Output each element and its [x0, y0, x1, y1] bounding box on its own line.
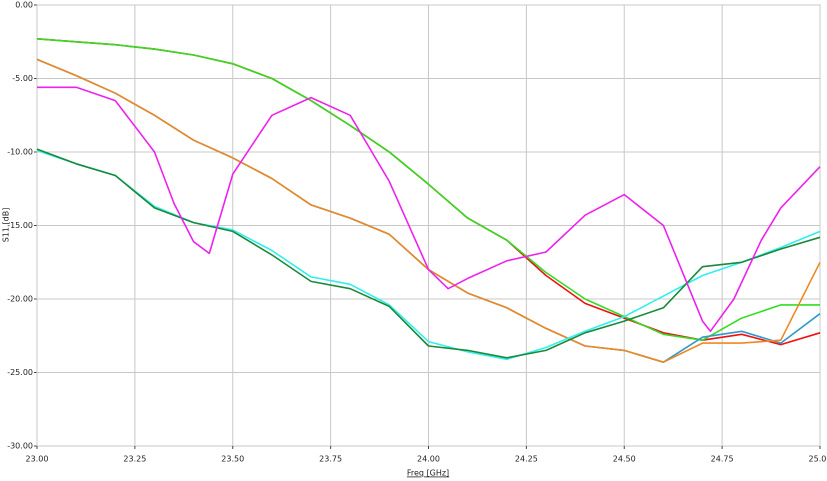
x-tick-label: 24.25: [515, 455, 538, 464]
series-line: [37, 86, 821, 333]
x-axis-label: Freq [GHz]: [407, 469, 449, 478]
series-line: [36, 38, 820, 341]
x-tick-label: 23.25: [123, 455, 146, 464]
x-tick-label: 23.75: [319, 455, 342, 464]
y-tick-label: 0.00: [15, 1, 33, 10]
y-tick-label: -10.00: [7, 148, 33, 157]
x-tick-label: 23.00: [26, 455, 49, 464]
y-tick-label: -30.00: [7, 442, 33, 451]
x-tick-label: 24.75: [711, 455, 734, 464]
y-tick-label: -15.00: [7, 221, 33, 230]
x-tick-label: 23.50: [221, 455, 244, 464]
series-line: [36, 149, 821, 361]
x-tick-label: 24.00: [417, 455, 440, 464]
y-tick-label: -25.00: [7, 368, 33, 377]
y-tick-label: -20.00: [7, 295, 33, 304]
x-tick-label: 24.50: [613, 455, 636, 464]
y-axis-label: S11 [dB]: [2, 208, 11, 243]
x-tick-label: 25.00: [809, 455, 827, 464]
y-tick-label: -5.00: [12, 74, 33, 83]
series-line: [36, 148, 821, 359]
